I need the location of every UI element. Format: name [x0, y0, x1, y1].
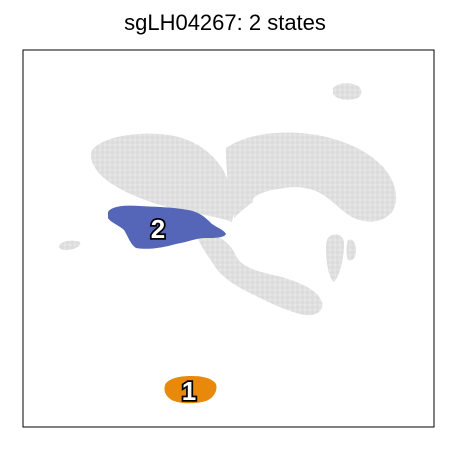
chart-title: sgLH04267: 2 states [124, 10, 326, 35]
plot-frame [22, 49, 435, 428]
state-2-label: 2 [151, 214, 165, 244]
state-2-cells [108, 205, 226, 249]
background-cells [58, 83, 397, 316]
state-1-cells [164, 376, 217, 404]
state-1-label: 1 [182, 376, 196, 406]
state-1-cluster [164, 376, 217, 404]
state-2-cluster [108, 205, 226, 249]
